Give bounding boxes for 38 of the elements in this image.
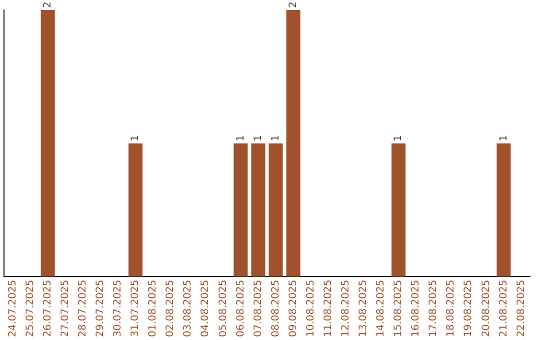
x-tick-label: 09.08.2025 (288, 280, 299, 338)
x-tick-label: 29.07.2025 (95, 280, 106, 338)
x-tick-label: 13.08.2025 (358, 280, 370, 338)
x-tick-label: 07.08.2025 (252, 280, 264, 338)
data-label: 2 (42, 2, 54, 8)
x-tick-label: 12.08.2025 (340, 280, 352, 338)
data-label: 1 (270, 134, 282, 142)
x-tick-label: 08.08.2025 (270, 280, 282, 338)
x-tick-label: 26.07.2025 (42, 280, 54, 338)
x-tick-label: 20.08.2025 (480, 280, 492, 338)
data-label: 1 (130, 134, 142, 142)
x-tick-label: 27.07.2025 (60, 280, 71, 338)
x-tick-label: 28.07.2025 (77, 280, 88, 338)
x-tick-label: 05.08.2025 (218, 280, 229, 338)
x-tick-label: 25.07.2025 (24, 280, 36, 338)
x-tick-label: 15.08.2025 (393, 280, 404, 338)
data-label: 1 (498, 134, 510, 142)
x-tick-label: 11.08.2025 (322, 280, 334, 338)
x-tick-label: 17.08.2025 (428, 280, 440, 338)
x-tick-label: 16.08.2025 (410, 280, 422, 338)
data-label: 1 (235, 134, 246, 142)
data-label: 1 (252, 134, 264, 142)
x-tick-label: 01.08.2025 (148, 280, 159, 338)
data-label: 1 (393, 134, 404, 142)
data-label: 2 (288, 2, 299, 8)
x-tick-label: 06.08.2025 (235, 280, 246, 338)
x-tick-label: 21.08.2025 (498, 280, 510, 338)
x-tick-label: 30.07.2025 (112, 280, 124, 338)
x-tick-label: 10.08.2025 (305, 280, 316, 338)
x-tick-label: 14.08.2025 (376, 280, 387, 338)
x-tick-label: 03.08.2025 (182, 280, 194, 338)
x-tick-label: 02.08.2025 (165, 280, 176, 338)
x-tick-label: 22.08.2025 (516, 280, 527, 338)
x-tick-label: 04.08.2025 (200, 280, 212, 338)
x-tick-label: 19.08.2025 (463, 280, 474, 338)
x-tick-label: 24.07.2025 (7, 280, 18, 338)
x-tick-label: 31.07.2025 (130, 280, 142, 338)
x-tick-label: 18.08.2025 (446, 280, 457, 338)
